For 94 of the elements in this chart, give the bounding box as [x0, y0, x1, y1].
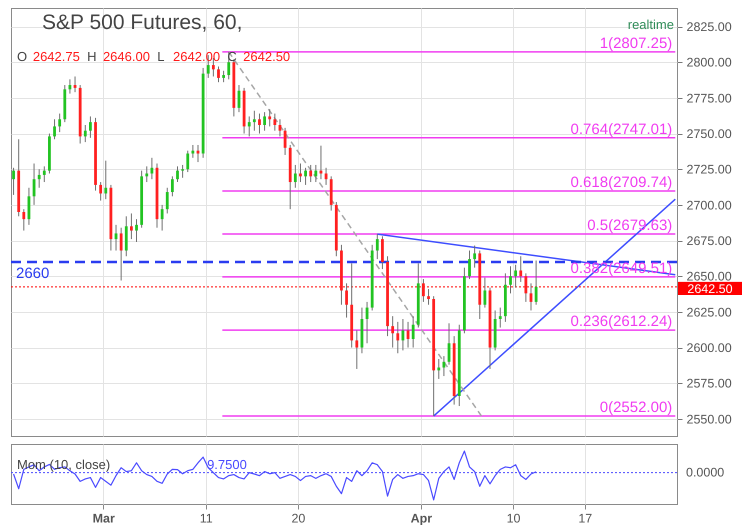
candlestick: [12, 167, 15, 196]
x-tick-label: 11: [200, 512, 213, 525]
candlestick: [150, 157, 154, 180]
candlestick: [314, 164, 318, 183]
candlestick: [391, 316, 394, 348]
candlestick: [402, 318, 404, 351]
x-tick-label: 20: [291, 512, 306, 525]
annotation: H: [87, 49, 96, 64]
candlestick: [130, 212, 133, 240]
series-label: 0(2552.00): [600, 399, 672, 416]
candlestick: [448, 322, 450, 366]
y-tick-label: 2825.00: [686, 20, 732, 34]
y-tick-label: 2550.00: [686, 412, 732, 426]
candlestick: [120, 227, 123, 281]
candlestick: [483, 277, 486, 308]
x-tick-label: 10: [506, 512, 521, 525]
annotation: L: [157, 49, 164, 64]
annotation: O: [17, 49, 28, 64]
y-tick-label: 2725.00: [686, 162, 732, 177]
y-tick-label: 2775.00: [686, 91, 732, 106]
candlestick: [376, 234, 379, 260]
candlestick: [28, 187, 30, 226]
candlestick: [191, 144, 194, 158]
annotation: 9.7500: [207, 457, 247, 472]
y-tick-label: 2575.00: [686, 376, 732, 391]
candlestick: [181, 164, 184, 178]
candlestick: [412, 316, 415, 348]
candlestick: [258, 113, 261, 134]
candlestick: [84, 124, 87, 143]
candlestick: [381, 236, 384, 270]
candlestick: [442, 356, 446, 377]
candlestick: [263, 112, 266, 132]
candlestick: [68, 78, 72, 94]
candlestick: [248, 116, 251, 137]
y-tick-label: 2600.00: [686, 341, 732, 356]
y-tick-label: 2800.00: [686, 56, 732, 70]
candlestick: [345, 282, 348, 318]
y-tick-label: 2625.00: [686, 305, 732, 320]
candlestick: [320, 145, 322, 180]
candlestick: [278, 118, 282, 137]
candlestick: [135, 218, 138, 242]
candlestick: [160, 204, 164, 232]
candlestick: [42, 166, 46, 183]
candlestick: [74, 76, 76, 93]
candlestick: [437, 358, 440, 380]
candlestick: [238, 84, 240, 113]
candlestick: [217, 66, 220, 83]
candlestick: [524, 272, 528, 302]
candlestick: [324, 167, 328, 186]
candlestick: [366, 301, 368, 344]
candlestick: [268, 108, 272, 127]
candlestick: [32, 163, 36, 206]
y-tick-label: 2700.00: [686, 198, 732, 212]
x-tick-label: Apr: [410, 512, 432, 525]
series-label: 0.618(2709.74): [570, 174, 672, 191]
candlestick: [53, 118, 56, 140]
candlestick: [509, 266, 512, 294]
series-label: 0.764(2747.01): [570, 120, 672, 138]
annotation: realtime: [628, 17, 674, 32]
candlestick: [422, 278, 425, 302]
candlestick: [468, 250, 471, 280]
candlestick: [498, 307, 502, 328]
candlestick: [222, 70, 226, 83]
candlestick: [145, 166, 148, 183]
candlestick: [309, 164, 312, 183]
candlestick: [89, 116, 92, 138]
y-tick-label: 2650.00: [686, 270, 732, 284]
annotation: 2646.00: [102, 49, 150, 64]
candlestick: [284, 127, 286, 156]
candlestick: [406, 321, 410, 348]
chart-title: S&P 500 Futures, 60,: [42, 11, 242, 34]
candlestick: [170, 176, 174, 197]
candlestick: [473, 245, 476, 268]
annotation: 2642.50: [243, 49, 290, 64]
candlestick: [514, 264, 518, 288]
candlestick: [176, 166, 179, 183]
candlestick: [534, 260, 538, 306]
x-tick-label: 17: [578, 512, 592, 525]
series-label: 0.236(2612.24): [570, 313, 672, 330]
annotation: 2642.75: [32, 49, 80, 64]
candlestick: [114, 224, 118, 252]
candlestick: [427, 288, 430, 306]
ref-line-label: 0.0000: [686, 466, 724, 480]
candlestick: [299, 163, 302, 183]
ref-line-label: 2642.50: [687, 282, 733, 296]
x-tick-label: Mar: [92, 512, 115, 525]
candlestick: [530, 282, 532, 311]
y-tick-label: 2675.00: [686, 234, 732, 248]
y-tick-label: 2750.00: [686, 127, 732, 142]
annotation: 2642.00: [173, 49, 220, 64]
candlestick: [196, 144, 200, 163]
series-label: 1(2807.25): [600, 34, 672, 52]
candlestick: [304, 167, 307, 186]
ref-line-label: 2660: [16, 264, 50, 282]
